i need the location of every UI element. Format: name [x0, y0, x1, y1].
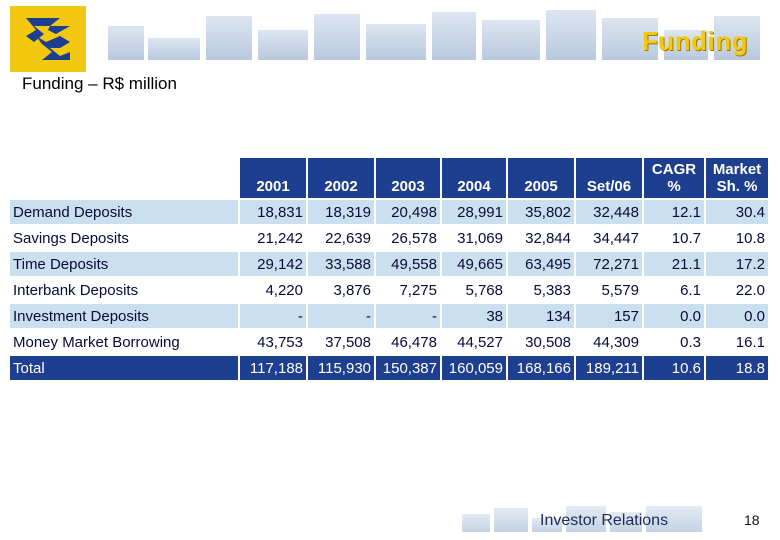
- table-cell: 33,588: [308, 252, 374, 276]
- footer-investor-relations: Investor Relations: [540, 512, 669, 529]
- table-cell: 46,478: [391, 333, 437, 351]
- bank-logo: [10, 6, 86, 72]
- table-cell: 72,271: [576, 252, 642, 276]
- table-cell: 44,309: [593, 333, 639, 351]
- total-cell: 117,188: [240, 356, 306, 380]
- table-cell: 18,319: [308, 200, 374, 224]
- column-header: 2004: [442, 158, 506, 198]
- table-cell: 5,383: [533, 281, 571, 299]
- table-cell: 31,069: [457, 229, 503, 247]
- table-cell: -: [240, 304, 306, 328]
- table-cell: 49,665: [442, 252, 506, 276]
- table-cell: 30,508: [525, 333, 571, 351]
- banco-do-brasil-logo-icon: [26, 18, 70, 60]
- total-cell: 10.6: [644, 356, 704, 380]
- table-cell: 30.4: [706, 200, 768, 224]
- table-cell: 49,558: [376, 252, 440, 276]
- total-cell: 160,059: [442, 356, 506, 380]
- table-cell: -: [376, 304, 440, 328]
- table-cell: 18,831: [240, 200, 306, 224]
- total-label: Total: [10, 356, 238, 380]
- table-cell: 3,876: [333, 281, 371, 299]
- table-cell: 4,220: [265, 281, 303, 299]
- column-header: 2001: [240, 158, 306, 198]
- column-header: CAGR %: [644, 158, 704, 198]
- table-cell: 34,447: [593, 229, 639, 247]
- table-cell: 21,242: [257, 229, 303, 247]
- table-cell: 7,275: [399, 281, 437, 299]
- column-header: 2002: [308, 158, 374, 198]
- table-cell: 0.3: [680, 333, 701, 351]
- row-label: Demand Deposits: [10, 200, 238, 224]
- table-cell: 26,578: [391, 229, 437, 247]
- column-header: Market Sh. %: [706, 158, 768, 198]
- row-label: Savings Deposits: [13, 229, 129, 247]
- total-cell: 168,166: [508, 356, 574, 380]
- row-label: Money Market Borrowing: [13, 333, 180, 351]
- total-cell: 18.8: [706, 356, 768, 380]
- column-header: 2005: [508, 158, 574, 198]
- table-cell: 29,142: [240, 252, 306, 276]
- table-cell: 0.0: [706, 304, 768, 328]
- table-cell: 21.1: [644, 252, 704, 276]
- table-cell: 22.0: [735, 281, 765, 299]
- page-number: 18: [744, 512, 760, 528]
- table-cell: 16.1: [735, 333, 765, 351]
- page-title: Funding: [641, 26, 748, 56]
- table-cell: 32,448: [576, 200, 642, 224]
- row-label: Time Deposits: [10, 252, 238, 276]
- table-cell: 17.2: [706, 252, 768, 276]
- table-cell: 10.8: [735, 229, 765, 247]
- table-cell: 28,991: [442, 200, 506, 224]
- table-cell: 43,753: [257, 333, 303, 351]
- total-cell: 150,387: [376, 356, 440, 380]
- row-label: Interbank Deposits: [13, 281, 139, 299]
- table-cell: 12.1: [644, 200, 704, 224]
- table-cell: 63,495: [508, 252, 574, 276]
- table-cell: 157: [576, 304, 642, 328]
- table-cell: 38: [442, 304, 506, 328]
- table-cell: 10.7: [671, 229, 701, 247]
- column-header: 2003: [376, 158, 440, 198]
- table-cell: 22,639: [325, 229, 371, 247]
- table-cell: 0.0: [644, 304, 704, 328]
- table-cell: 5,768: [465, 281, 503, 299]
- table-cell: 44,527: [457, 333, 503, 351]
- page-subtitle: Funding – R$ million: [22, 74, 177, 93]
- table-cell: 35,802: [508, 200, 574, 224]
- footer-banner: [462, 504, 702, 532]
- table-cell: 6.1: [680, 281, 701, 299]
- total-cell: 115,930: [308, 356, 374, 380]
- table-cell: 5,579: [601, 281, 639, 299]
- column-header: Set/06: [576, 158, 642, 198]
- total-cell: 189,211: [576, 356, 642, 380]
- table-cell: 20,498: [376, 200, 440, 224]
- table-cell: 32,844: [525, 229, 571, 247]
- table-cell: -: [308, 304, 374, 328]
- row-label: Investment Deposits: [10, 304, 238, 328]
- table-cell: 134: [508, 304, 574, 328]
- header-banner: [108, 8, 760, 60]
- table-cell: 37,508: [325, 333, 371, 351]
